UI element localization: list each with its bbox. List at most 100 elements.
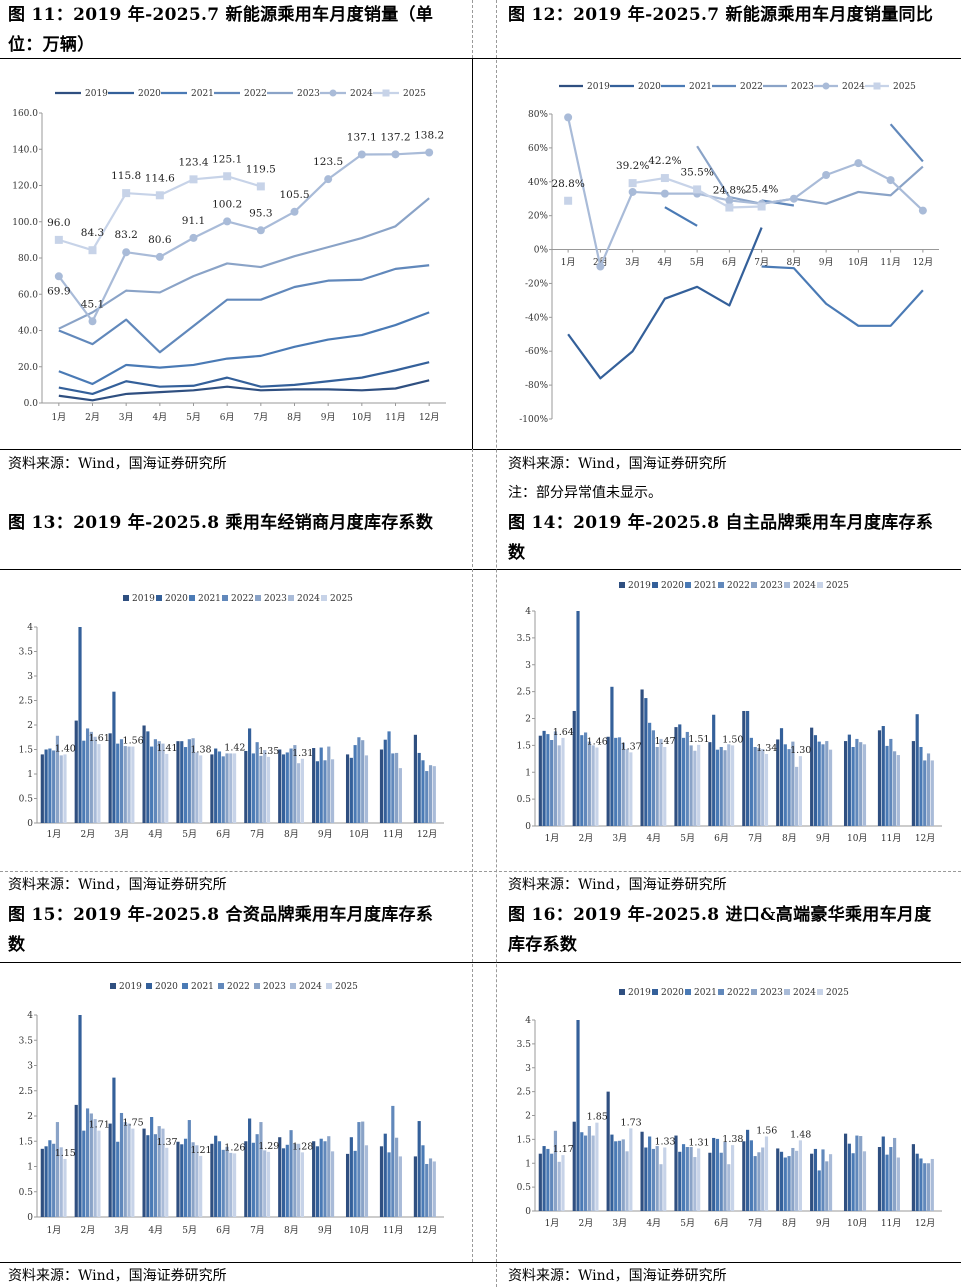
fig14-bar-2021 [783, 744, 787, 826]
fig14-data-label: 1.34 [756, 743, 777, 754]
fig12-data-label: 28.8% [551, 178, 584, 190]
row1-rule [0, 58, 961, 59]
fig14-bar-2023 [621, 742, 625, 826]
fig16-bar-2020 [678, 1151, 682, 1211]
fig12-y-tick-label: 0% [534, 246, 549, 256]
fig14-x-tick-label: 3月 [612, 833, 627, 844]
fig16-x-tick-label: 4月 [646, 1218, 661, 1229]
fig14-x-tick-label: 1月 [545, 833, 560, 844]
fig14-x-tick-label: 11月 [881, 833, 901, 844]
fig12-series-2025-point [725, 203, 734, 212]
fig14-x-tick-label: 5月 [680, 833, 695, 844]
fig16-bar-2024 [930, 1158, 934, 1211]
fig14-bar-2023 [791, 741, 795, 826]
fig12-series-2021-line [664, 206, 698, 227]
fig11-data-label: 84.3 [81, 227, 104, 239]
fig16-bar-2024 [625, 1151, 629, 1211]
fig13-legend-label: 2024 [297, 594, 320, 604]
fig15-y-tick-label: 0.5 [19, 1188, 34, 1198]
fig13-bar-2020 [78, 627, 82, 823]
fig13-bar-2019 [244, 750, 248, 823]
fig12-x-tick-label: 3月 [625, 257, 640, 268]
fig16-x-tick-label: 11月 [881, 1218, 901, 1229]
fig14-legend-swatch [784, 582, 790, 588]
fig13-y-tick-label: 2.5 [19, 697, 34, 707]
fig14-x-tick-label: 9月 [816, 833, 831, 844]
fig15-bar-2023 [395, 1137, 399, 1217]
fig12-legend-label: 2021 [689, 82, 712, 92]
fig13-bar-2025 [300, 758, 305, 823]
fig14-bar-2023 [757, 748, 761, 826]
fig11-data-label: 96.0 [47, 217, 70, 229]
fig11-data-label: 138.2 [414, 130, 444, 142]
fig16-bar-2023 [757, 1152, 761, 1211]
fig14-bar-2019 [708, 742, 712, 826]
fig16-bar-2020 [779, 1151, 784, 1211]
fig13-y-tick-label: 3 [27, 672, 33, 682]
fig15-bar-2023 [327, 1136, 331, 1217]
fig13-y-tick-label: 4 [27, 623, 33, 633]
fig15-bar-2024 [432, 1161, 436, 1217]
fig14-bar-2024 [693, 750, 697, 826]
fig16-bar-2020 [644, 1147, 648, 1211]
fig15-bar-2024 [161, 1128, 165, 1217]
fig15-y-tick-label: 3.5 [19, 1036, 34, 1046]
fig11-series-2020-line [58, 361, 430, 396]
fig16-bar-2023 [621, 1139, 625, 1211]
fig16-bar-2020 [576, 1020, 580, 1211]
fig15-bar-2020 [44, 1146, 48, 1217]
fig16-bar-2019 [606, 1091, 610, 1211]
fig13-bar-2023 [157, 741, 161, 823]
fig13-bar-2023 [428, 765, 433, 823]
fig15-x-tick-label: 1月 [47, 1225, 62, 1236]
fig15-bar-2025 [300, 1152, 305, 1217]
fig14-data-label: 1.37 [621, 741, 642, 752]
fig11-series-2024-point [290, 207, 299, 216]
fig14-bar-2022 [855, 738, 859, 826]
fig15-y-tick-label: 4 [27, 1011, 33, 1021]
fig16-bar-2023 [655, 1146, 659, 1211]
fig16-legend-label: 2019 [628, 988, 651, 998]
fig12-x-tick-label: 6月 [722, 257, 737, 268]
fig13-bar-2020 [281, 754, 286, 823]
fig13-bar-2019 [176, 741, 180, 823]
fig16-title: 图 16：2019 年-2025.8 进口&高端豪华乘用车月度 库存系数 [508, 905, 932, 955]
fig14-bar-2024 [625, 749, 629, 826]
fig13-bar-2020 [214, 748, 218, 823]
fig13-source: 资料来源：Wind，国海证券研究所 [8, 877, 227, 893]
fig13-data-label: 1.38 [190, 744, 211, 755]
fig11-series-2024-point [223, 217, 232, 226]
fig14-legend-label: 2022 [727, 581, 750, 591]
fig15-bar-2019 [40, 1148, 44, 1217]
fig11-x-tick-label: 11月 [385, 412, 405, 423]
fig12-series-2023-line [696, 145, 924, 205]
fig11-data-label: 114.6 [145, 172, 175, 184]
fig16-y-tick-label: 2.5 [517, 1088, 532, 1098]
fig14-bar-2023 [859, 742, 863, 826]
fig16-x-tick-label: 10月 [847, 1218, 867, 1229]
fig14-bar-2024 [795, 766, 799, 826]
fig15-bar-2022 [85, 1108, 90, 1217]
fig16-bar-2023 [587, 1126, 591, 1211]
fig11-legend-label: 2020 [138, 89, 161, 99]
fig14-y-tick-label: 4 [525, 607, 531, 617]
fig13-bar-2019 [108, 733, 112, 823]
fig15-legend-label: 2023 [263, 982, 286, 992]
row3-rule [0, 962, 961, 963]
fig16-bar-2022 [685, 1147, 689, 1211]
fig13-bar-2020 [248, 728, 252, 823]
fig16-bar-2020 [542, 1146, 546, 1211]
fig13-x-tick-label: 6月 [216, 829, 231, 840]
fig16-bar-2019 [742, 1141, 746, 1211]
fig13-bar-2024 [364, 755, 369, 823]
fig14-x-tick-label: 12月 [915, 833, 935, 844]
fig16-bar-2024 [591, 1135, 595, 1211]
fig16-bar-2024 [727, 1164, 731, 1211]
fig14-bar-2021 [715, 749, 720, 826]
fig15-x-tick-label: 5月 [182, 1225, 197, 1236]
fig16-bar-2024 [862, 1151, 867, 1211]
fig14-bar-2025 [697, 744, 701, 826]
fig15-bar-2021 [319, 1138, 323, 1217]
fig13-bar-2021 [82, 740, 86, 823]
fig14-legend-label: 2020 [661, 581, 684, 591]
